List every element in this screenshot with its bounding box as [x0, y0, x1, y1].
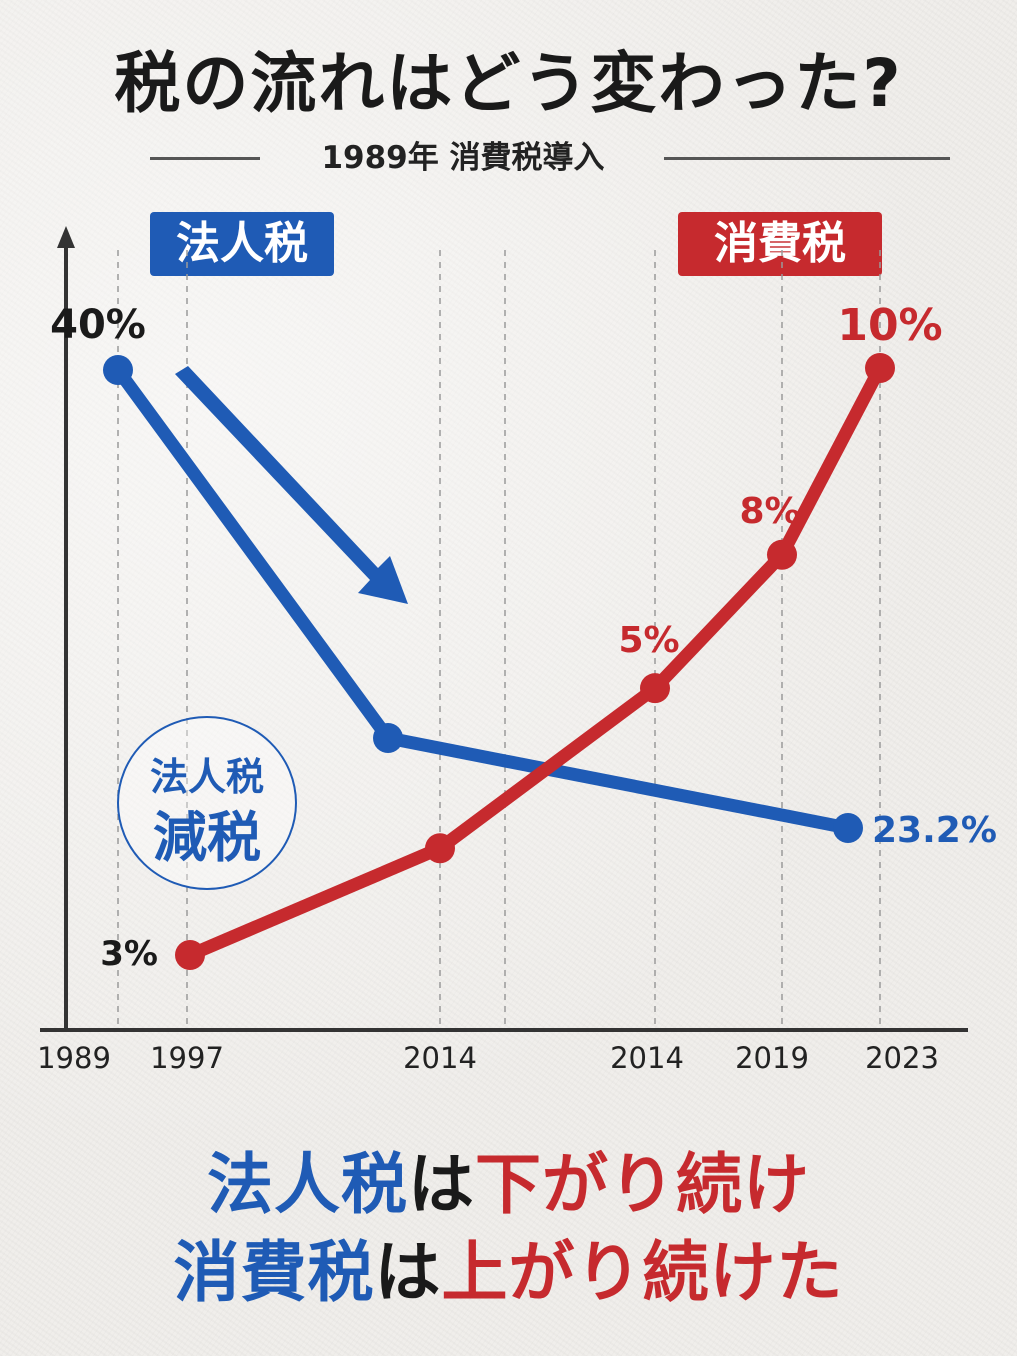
consumption-tax-point — [865, 353, 895, 383]
corporate-tax-data-label: 23.2% — [872, 810, 997, 851]
consumption-tax-point — [425, 833, 455, 864]
subtitle-rule-right — [664, 157, 950, 160]
corporate-tax-data-label: 40% — [50, 302, 146, 348]
footer-line-2: 消費税は上がり続けた — [0, 1228, 1017, 1318]
footer-consumption: 消費税 — [173, 1234, 375, 1311]
page-title: 税の流れはどう変わった? — [114, 45, 903, 122]
annotation-circle — [117, 716, 297, 890]
x-tick-label: 1989 — [37, 1041, 111, 1075]
consumption-tax-data-label: 5% — [618, 620, 679, 661]
grid-lines — [117, 250, 881, 1028]
footer-rising: 上がり続けた — [441, 1234, 844, 1311]
annotation-line1: 法人税 — [150, 755, 264, 799]
consumption-tax-point — [175, 940, 205, 970]
x-tick-label: 2023 — [865, 1041, 939, 1075]
corporate-tax-point — [373, 723, 403, 754]
footer-line-1: 法人税は下がり続け — [0, 1140, 1017, 1230]
consumption-tax-data-label: 8% — [739, 491, 800, 532]
footer-corporate: 法人税 — [207, 1146, 408, 1223]
consumption-tax-badge: 消費税 — [678, 212, 882, 276]
series-group: 40% 23.2% 3% 5% 8% 10% — [50, 300, 997, 974]
consumption-tax-line — [183, 361, 887, 962]
y-axis-arrow — [57, 226, 75, 248]
subtitle-rule-left — [150, 157, 260, 160]
footer-particle-2: は — [374, 1234, 442, 1311]
subtitle: 1989年 消費税導入 — [321, 140, 605, 176]
axes — [40, 226, 968, 1032]
corporate-tax-point — [103, 355, 133, 385]
consumption-tax-data-label: 10% — [837, 300, 942, 351]
footer-falling: 下がり続け — [475, 1146, 810, 1223]
footer-particle-1: は — [408, 1146, 475, 1223]
x-tick-label: 1997 — [150, 1041, 224, 1075]
x-tick-label: 2014 — [403, 1041, 477, 1075]
annotation-bubble: 法人税 減税 — [117, 716, 297, 890]
x-tick-label: 2014 — [610, 1041, 684, 1075]
x-tick-labels: 1989 1997 2014 2014 2019 2023 — [37, 1041, 939, 1075]
subtitle-row: 1989年 消費税導入 — [0, 136, 1017, 180]
consumption-tax-point — [767, 539, 797, 570]
corporate-tax-badge: 法人税 — [150, 212, 334, 276]
decline-arrow — [175, 366, 408, 604]
consumption-tax-data-label: 3% — [100, 934, 158, 974]
corporate-tax-point — [833, 813, 863, 843]
annotation-line2: 減税 — [153, 806, 261, 869]
consumption-tax-point — [640, 673, 670, 704]
x-tick-label: 2019 — [735, 1041, 809, 1075]
